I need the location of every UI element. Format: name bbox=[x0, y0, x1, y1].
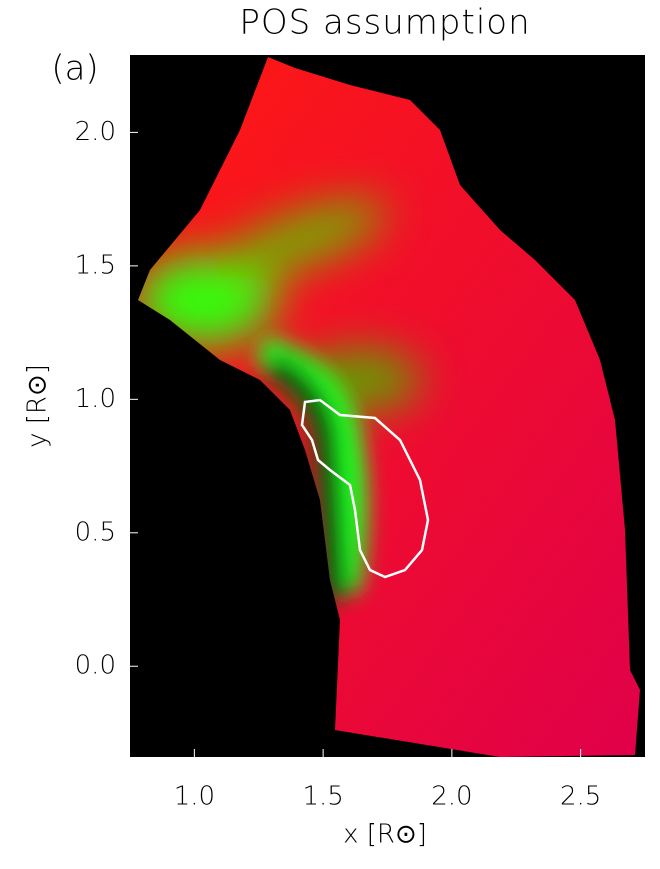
x-tick-label: 1.0 bbox=[174, 782, 215, 812]
x-tick-label: 2.5 bbox=[560, 782, 601, 812]
y-tick-label: 0.5 bbox=[75, 517, 116, 547]
y-tick-label: 2.0 bbox=[75, 117, 116, 147]
y-axis-label: y [R⊙] bbox=[23, 364, 53, 448]
panel-label: (a) bbox=[51, 49, 98, 89]
chart-title: POS assumption bbox=[239, 3, 530, 43]
x-tick-label: 1.5 bbox=[302, 782, 343, 812]
y-tick-label: 1.0 bbox=[75, 384, 116, 414]
y-tick-label: 1.5 bbox=[75, 250, 116, 280]
x-axis-label: x [R⊙] bbox=[343, 820, 427, 850]
x-tick-label: 2.0 bbox=[431, 782, 472, 812]
contour bbox=[300, 398, 430, 579]
y-tick-label: 0.0 bbox=[75, 651, 116, 681]
